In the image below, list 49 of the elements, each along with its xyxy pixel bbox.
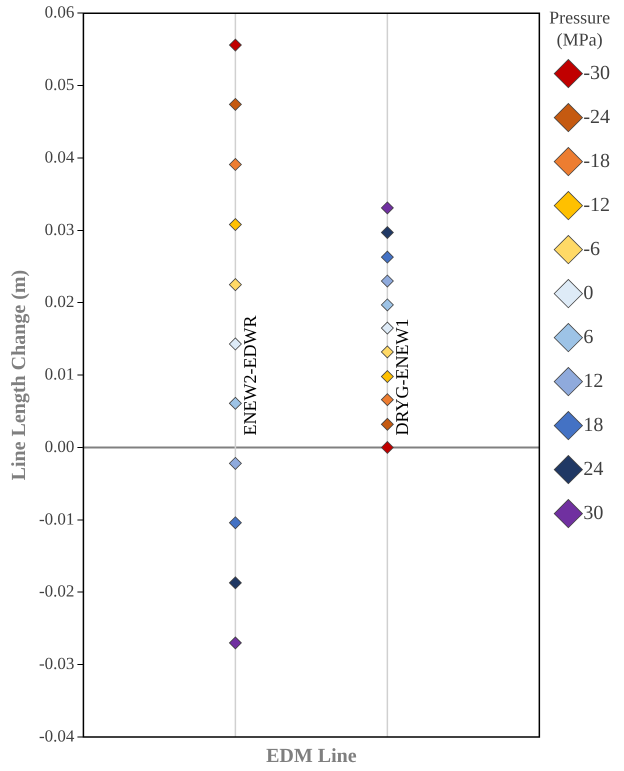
y-axis-title: Line Length Change (m) [8, 270, 30, 480]
y-tick-label: -0.04 [38, 726, 75, 746]
legend-label: 0 [583, 282, 594, 304]
y-tick-label: 0.06 [44, 2, 74, 22]
point [380, 298, 394, 312]
x-tick-label: ENEW2-EDWR [240, 316, 260, 436]
legend-label: -18 [583, 150, 610, 172]
y-tick-label: 0.01 [44, 364, 74, 384]
x-tick-label: DRYG-ENEW1 [392, 318, 412, 436]
point [380, 202, 394, 214]
point [228, 218, 242, 231]
point [228, 636, 242, 650]
point [380, 274, 394, 288]
legend-title: Pressure (MPa) [549, 8, 610, 50]
legend-label: -30 [583, 62, 610, 84]
y-tick-label: -0.02 [38, 582, 74, 601]
point [228, 338, 242, 350]
point [228, 38, 242, 52]
y-tick-label: 0.04 [44, 147, 75, 166]
point [380, 370, 394, 383]
legend-label: -6 [583, 238, 600, 260]
y-tick-label: -0.03 [38, 654, 74, 674]
point [380, 393, 394, 406]
legend-label: 18 [583, 414, 604, 436]
point [228, 457, 242, 470]
y-tick-label: 0.00 [44, 436, 74, 456]
legend-label: -24 [583, 106, 610, 128]
y-tick-label: 0.03 [44, 220, 74, 239]
point [228, 396, 242, 410]
legend-label: 30 [583, 502, 604, 524]
point [380, 418, 394, 431]
y-tick-label: 0.02 [44, 292, 74, 312]
point [380, 226, 394, 239]
legend-label: 6 [583, 326, 594, 348]
point [228, 576, 242, 590]
point [380, 441, 394, 454]
y-tick-label: -0.01 [38, 509, 74, 528]
x-axis-title: EDM Line [266, 745, 357, 768]
point [380, 346, 394, 358]
point [380, 322, 394, 334]
legend-label: -12 [583, 194, 610, 216]
legend-label: 12 [583, 370, 604, 392]
y-tick-label: 0.05 [44, 75, 74, 94]
legend-label: 24 [583, 458, 604, 480]
point [228, 98, 242, 111]
point [228, 278, 242, 292]
point [228, 158, 242, 171]
point [380, 250, 394, 264]
point [228, 516, 242, 530]
